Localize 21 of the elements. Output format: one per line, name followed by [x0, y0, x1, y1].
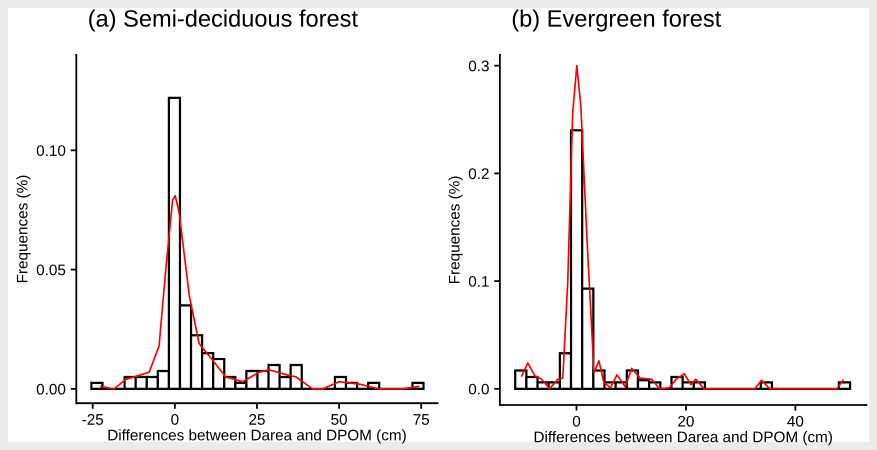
x-tick-label: 0: [572, 416, 580, 427]
chart-title: (a) Semi-deciduous forest: [89, 9, 358, 32]
y-tick-label: 0.10: [36, 145, 66, 156]
x-tick-label: 50: [331, 414, 347, 425]
x-tick-label: 25: [249, 414, 265, 425]
x-tick-label: 40: [787, 416, 804, 427]
chart-title: (b) Evergreen forest: [512, 9, 722, 32]
x-axis-title: Differences between Darea and DPOM (cm): [534, 431, 832, 446]
y-tick-label: 0.1: [468, 276, 489, 287]
y-tick-label: 0.05: [36, 264, 66, 276]
x-tick-label: 20: [678, 416, 694, 427]
y-tick-label: 0.2: [468, 168, 489, 180]
x-tick-label: 0: [171, 414, 178, 425]
y-tick-label: 0.0: [468, 384, 489, 395]
y-tick-label: 0.00: [36, 384, 66, 395]
x-tick-label: -25: [82, 414, 104, 425]
y-axis-title: Frequences (%): [16, 176, 31, 282]
y-tick-label: 0.3: [468, 60, 489, 72]
x-axis-title: Differences between Darea and DPOM (cm): [108, 429, 406, 444]
y-axis-title: Frequences (%): [448, 176, 463, 284]
x-tick-label: 75: [413, 414, 430, 425]
